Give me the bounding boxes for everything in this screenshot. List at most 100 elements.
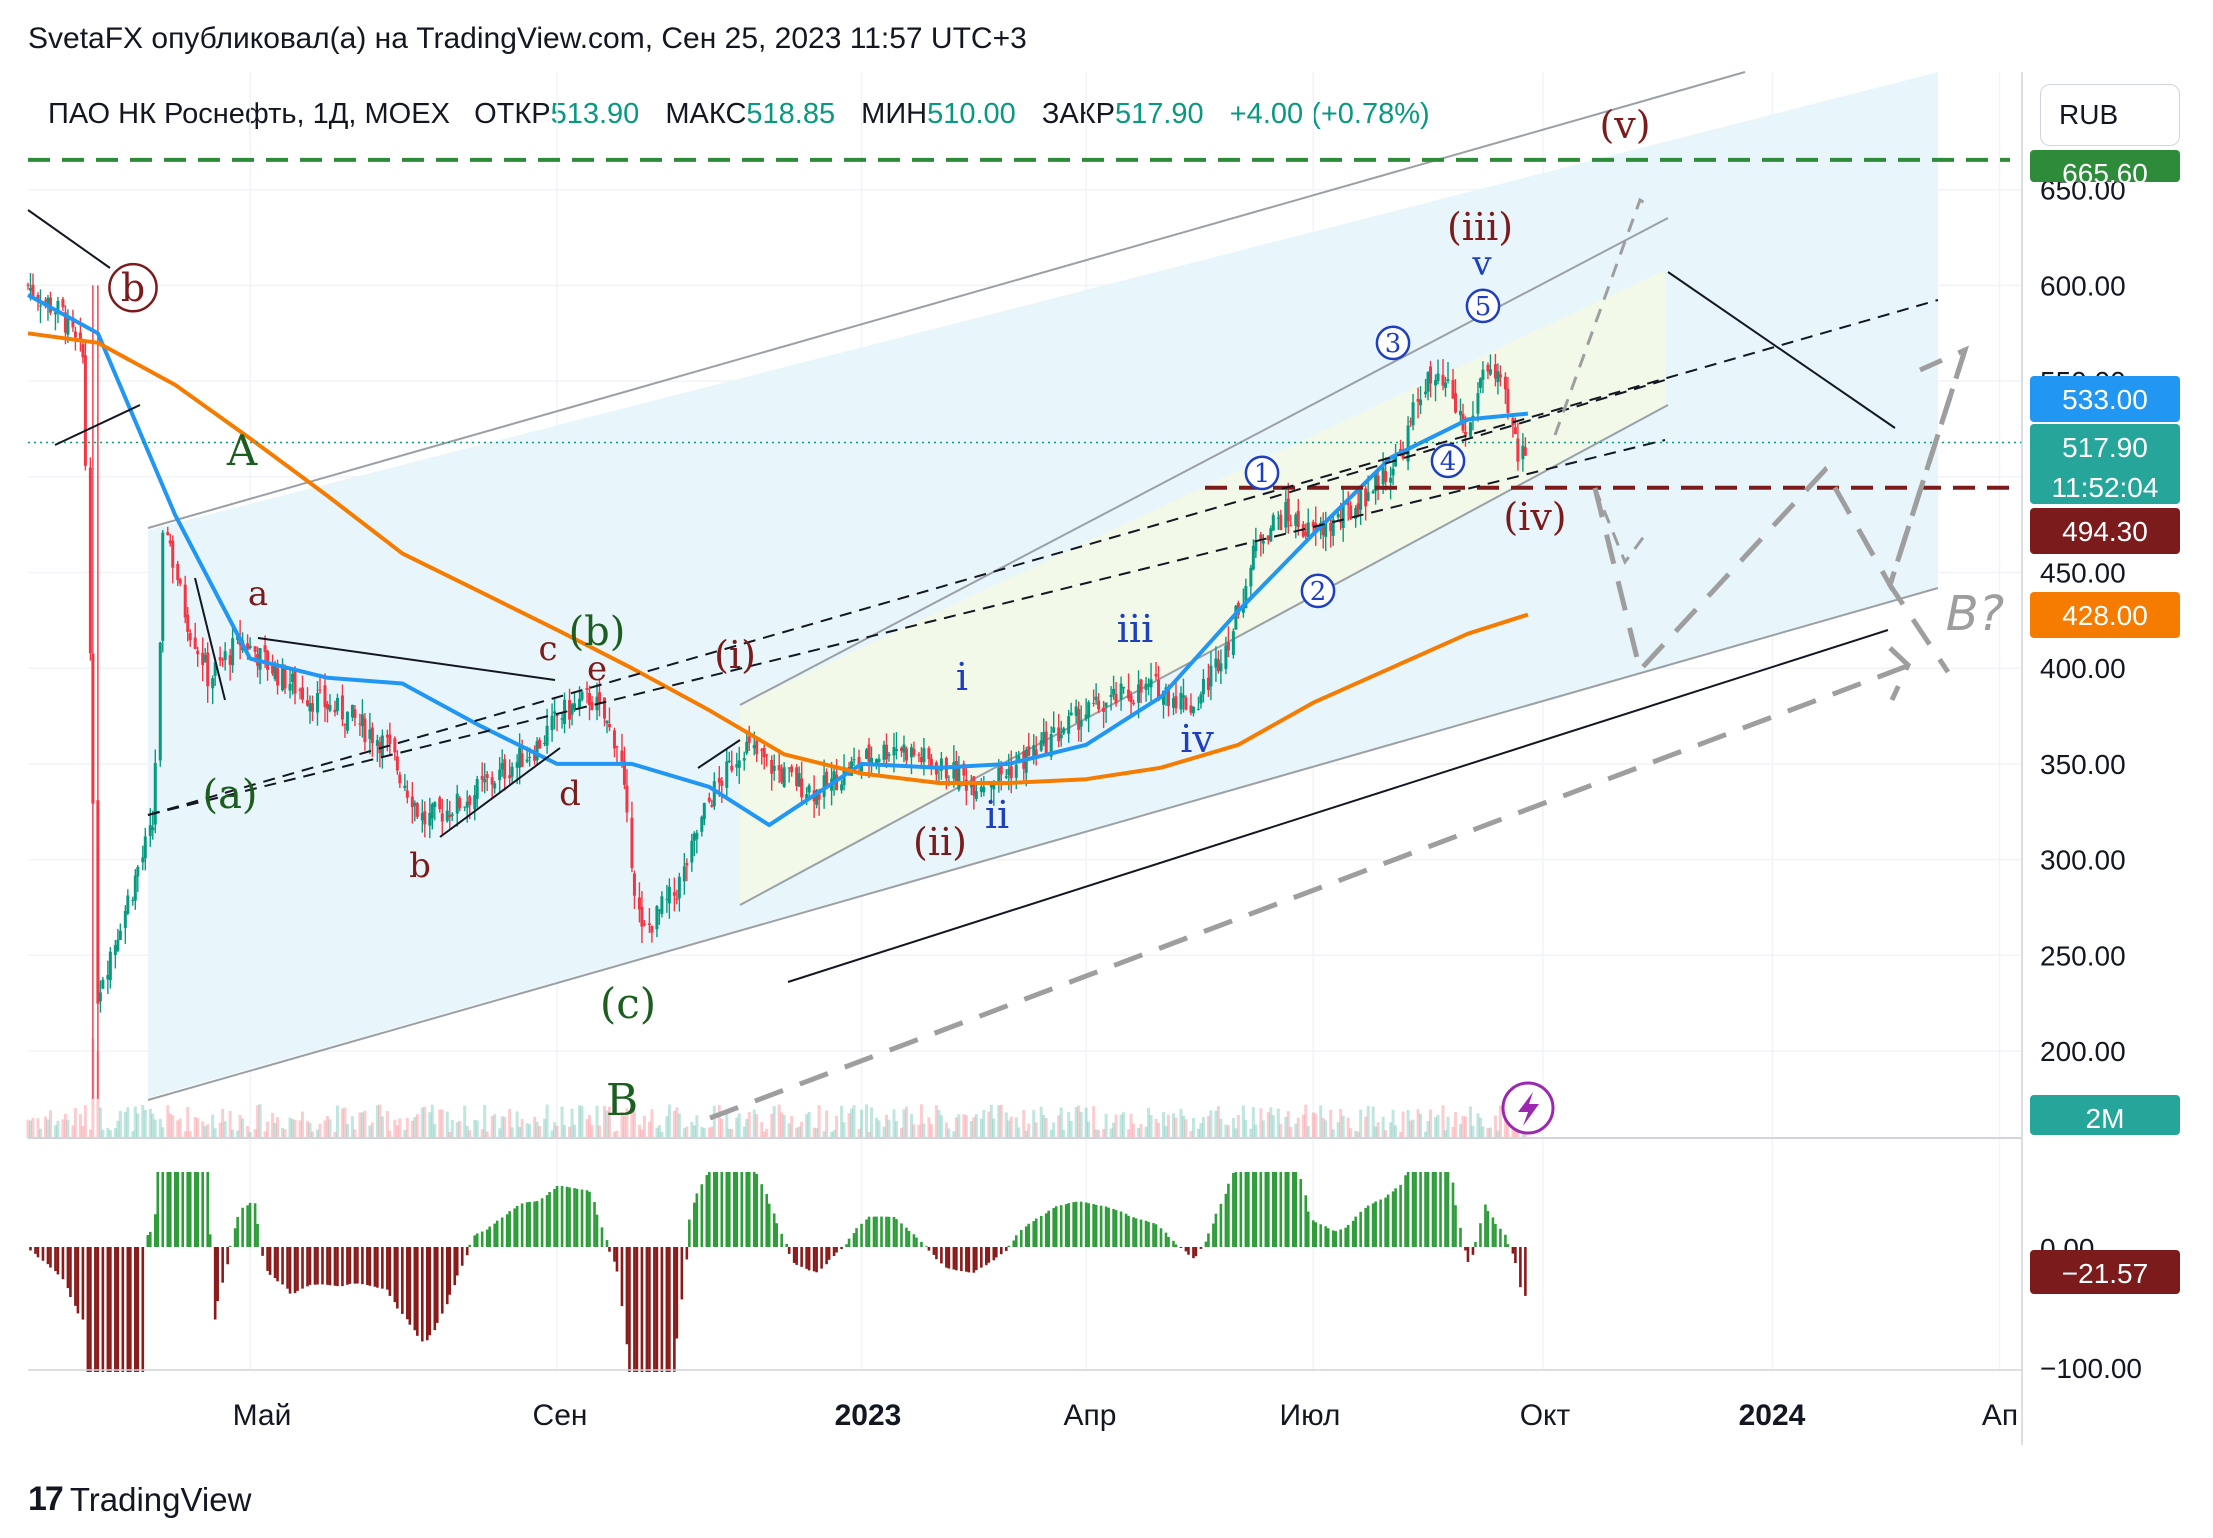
candle-body [1296,510,1300,528]
candle-body [815,789,819,805]
volume-bar [1259,1108,1263,1138]
candle-body [1416,398,1420,402]
volume-bar [380,1116,384,1138]
volume-bar [323,1120,327,1138]
osc-bar [1224,1193,1228,1247]
osc-bar [166,1172,170,1247]
volume-bar [1077,1105,1081,1138]
osc-bar [181,1172,185,1247]
osc-bar [121,1247,125,1372]
volume-bar [413,1117,417,1138]
currency-button[interactable]: RUB [2040,84,2180,146]
osc-bar [575,1188,579,1247]
volume-bar [241,1118,245,1138]
candle-body [1254,540,1258,552]
candle-body [702,803,706,820]
volume-bar [887,1119,891,1138]
volume-bar [1354,1130,1358,1138]
wave-label-blue-2: iii [1117,607,1153,651]
candle-body [1306,522,1310,537]
candle-body [113,945,117,955]
wave-label-green-0: A [226,426,258,475]
volume-bar [1127,1129,1131,1138]
volume-bar [795,1127,799,1138]
candle-body [1171,698,1175,708]
osc-bar [1406,1172,1410,1247]
candle-body [1092,702,1096,704]
candle-body [56,300,60,313]
volume-bar [992,1118,996,1138]
volume-bar [1304,1104,1308,1138]
volume-bar [850,1108,854,1138]
moving-averages [27,293,1529,828]
candle-body [543,742,547,744]
osc-bar [565,1186,569,1247]
candle-body [228,655,232,665]
volume-bar [306,1120,310,1138]
tradingview-logo[interactable]: 17 TradingView [28,1480,251,1519]
osc-bar [1204,1241,1208,1247]
volume-bar [982,1109,986,1138]
candle-body [1269,528,1273,542]
badge-last-price-text: 11:52:04 [2052,472,2159,503]
candle-body [1349,505,1353,520]
osc-bar [920,1241,923,1247]
candle-body [989,784,993,788]
osc-bar [1274,1172,1278,1247]
candle-body [1266,535,1270,541]
volume-bar [974,1114,978,1138]
volume-bar [171,1115,175,1138]
candle-body [1493,364,1497,379]
osc-bar [126,1247,130,1372]
candle-body [1304,532,1308,536]
volume-bar [570,1108,574,1138]
volume-bar [71,1125,75,1138]
osc-bar [36,1247,40,1258]
candle-body [246,643,250,650]
osc-bar [680,1247,684,1300]
candle-body [430,804,434,819]
candle-body [473,795,477,810]
osc-bar [907,1230,911,1247]
volume-bar [475,1120,479,1138]
osc-bar [116,1247,120,1372]
volume-bar [1014,1117,1018,1138]
volume-bar [1336,1122,1340,1138]
lightning-icon[interactable] [1501,1081,1555,1135]
volume-bar [525,1123,529,1138]
candle-body [1356,503,1360,515]
volume-bar [368,1125,372,1138]
candle-body [1039,740,1043,751]
osc-bar [1379,1199,1382,1247]
osc-bar [1159,1228,1163,1247]
volume-bar [590,1124,594,1138]
candle-body [1324,521,1328,537]
osc-bar [408,1247,412,1325]
candle-body [1004,776,1008,778]
candle-body [393,738,397,753]
volume-bar [1079,1111,1083,1138]
osc-bar [301,1247,304,1289]
osc-bar [1079,1201,1083,1247]
volume-bar [528,1124,532,1138]
osc-bar [366,1247,369,1285]
volume-bar [730,1128,734,1138]
candle-body [852,759,856,761]
osc-bar [109,1247,112,1372]
volume-bar [607,1106,611,1138]
volume-bar [700,1126,704,1138]
volume-bar [1406,1109,1410,1138]
wave-label-red-0: b [121,266,145,310]
volume-bar [1446,1116,1450,1138]
wave-label-red-7: (ii) [913,820,967,864]
osc-bar [106,1247,110,1372]
volume-bar [480,1129,484,1138]
candle-body [717,778,721,783]
candle-body [707,797,711,802]
volume-bar [640,1129,644,1138]
osc-bar [775,1223,778,1247]
candle-body [992,781,996,790]
volume-bar [667,1104,671,1138]
volume-bar [842,1122,846,1138]
